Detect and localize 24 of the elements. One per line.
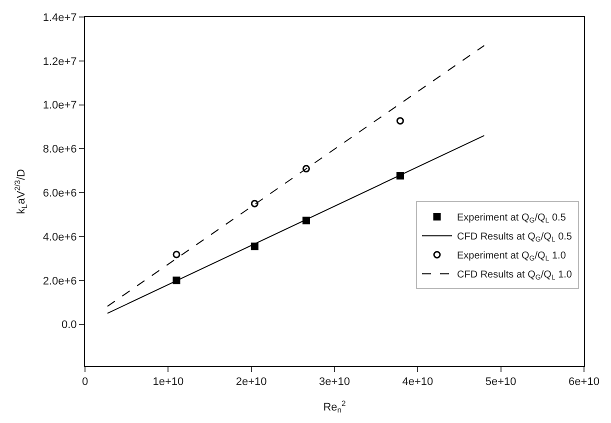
y-tick-label: 1.2e+7 xyxy=(42,56,77,68)
point xyxy=(250,242,258,250)
y-tick-label: 1.0e+7 xyxy=(42,100,77,112)
y-tick-label: 8.0e+6 xyxy=(42,144,77,156)
y-tick-label: 6.0e+6 xyxy=(42,187,77,200)
legend-label: Experiment at Q$_{G}$/Q$_{L}$ 1.0 xyxy=(457,250,566,263)
x-tick-label: 0 xyxy=(82,376,88,388)
legend-label: CFD Results at Q$_{G}$/Q$_{L}$ 0.5 xyxy=(457,232,572,244)
x-tick-label: 2e+10 xyxy=(236,376,267,388)
y-tick-label: 2.0e+6 xyxy=(42,275,77,288)
y-tick-label: 0.0 xyxy=(62,319,77,332)
y-tick-label: 1.4e+7 xyxy=(42,12,77,24)
point xyxy=(396,117,404,125)
y-tick-label: 4.0e+6 xyxy=(42,231,77,244)
point xyxy=(302,164,310,172)
legend-label: Experiment at Q$_{G}$/Q$_{L}$ 0.5 xyxy=(457,212,566,225)
x-tick-label: 1e+10 xyxy=(152,376,184,388)
x-tick-label: 5e+10 xyxy=(485,376,516,388)
x-tick-label: 3e+10 xyxy=(319,376,350,388)
legend-label: CFD Results at Q$_{G}$/Q$_{L}$ 1.0 xyxy=(457,270,572,282)
x-tick-label: 6e+10 xyxy=(568,376,600,388)
point xyxy=(172,250,180,258)
x-tick-label: 4e+10 xyxy=(402,376,434,388)
point xyxy=(250,200,258,208)
